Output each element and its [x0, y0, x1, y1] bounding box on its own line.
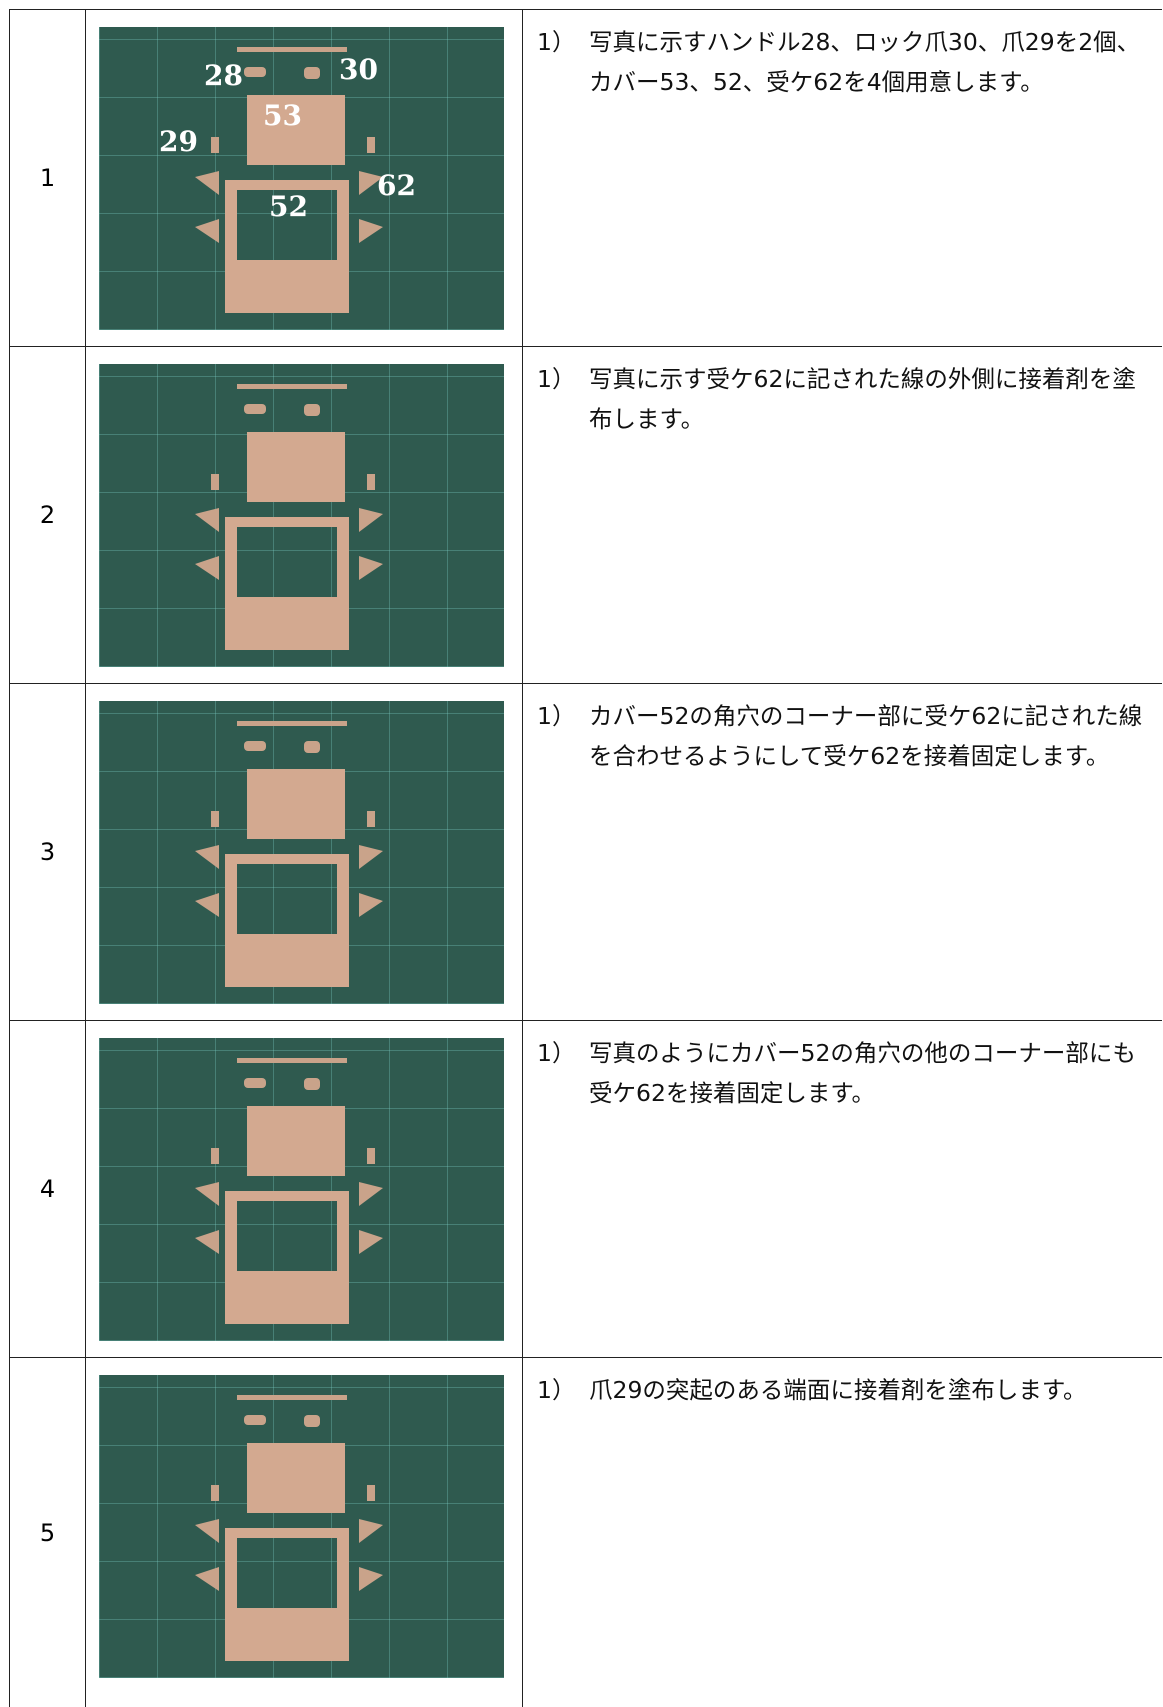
step-number: 2 — [9, 347, 86, 683]
item-marker: 1） — [537, 365, 576, 393]
photo: 28 30 53 29 62 52 — [99, 27, 504, 330]
step-number: 5 — [9, 1358, 86, 1707]
step-number: 1 — [9, 10, 86, 346]
photo — [99, 364, 504, 667]
photo-label: 62 — [377, 169, 416, 202]
instruction-cell: 1） 爪29の突起のある端面に接着剤を塗布します。 — [523, 1358, 1162, 1707]
photo — [99, 701, 504, 1004]
table-row: 1 28 30 53 29 62 52 1） 写真に示すハンドル28、ロック爪30、爪29を2… — [9, 9, 1162, 346]
item-text: 爪29の突起のある端面に接着剤を塗布します。 — [589, 1376, 1087, 1404]
photo-cell — [86, 347, 523, 683]
photo-label: 28 — [204, 59, 243, 92]
document-table: 1 28 30 53 29 62 52 1） 写真に示すハンドル28、ロック爪30、爪29を2… — [9, 9, 1162, 1707]
item-marker: 1） — [537, 1039, 576, 1067]
photo — [99, 1375, 504, 1678]
photo-cell — [86, 1021, 523, 1357]
photo-cell — [86, 684, 523, 1020]
photo-parts — [195, 721, 383, 987]
item-text: 写真に示す受ケ62に記された線の外側に接着剤を塗布します。 — [589, 365, 1136, 433]
photo — [99, 1038, 504, 1341]
table-row: 5 1） 爪29の突起のある端面に接着剤を塗布します。 — [9, 1357, 1162, 1707]
item-text: 写真に示すハンドル28、ロック爪30、爪29を2個、カバー53、52、受ケ62を… — [589, 28, 1141, 96]
instruction-item: 1） 爪29の突起のある端面に接着剤を塗布します。 — [537, 1370, 1156, 1410]
instruction-item: 1） 写真のようにカバー52の角穴の他のコーナー部にも受ケ62を接着固定します。 — [537, 1033, 1156, 1113]
item-text: 写真のようにカバー52の角穴の他のコーナー部にも受ケ62を接着固定します。 — [589, 1039, 1136, 1107]
photo-label: 52 — [269, 190, 308, 223]
instruction-cell: 1） 写真に示すハンドル28、ロック爪30、爪29を2個、カバー53、52、受ケ6… — [523, 10, 1162, 346]
item-text: カバー52の角穴のコーナー部に受ケ62に記された線を合わせるようにして受ケ62を… — [589, 702, 1143, 770]
photo-label: 29 — [159, 125, 198, 158]
item-marker: 1） — [537, 702, 576, 730]
photo-parts — [195, 1395, 383, 1661]
table-row: 3 1） カバー52の角穴のコーナー部に受ケ62に記された線を合わせるようにして受… — [9, 683, 1162, 1020]
photo-cell — [86, 1358, 523, 1707]
photo-label: 53 — [263, 99, 302, 132]
photo-parts — [195, 1058, 383, 1324]
table-row: 2 1） 写真に示す受ケ62に記された線の外側に接着剤を塗布します。 — [9, 346, 1162, 683]
instruction-item: 1） 写真に示す受ケ62に記された線の外側に接着剤を塗布します。 — [537, 359, 1156, 439]
photo-parts — [195, 47, 383, 313]
instruction-cell: 1） 写真のようにカバー52の角穴の他のコーナー部にも受ケ62を接着固定します。 — [523, 1021, 1162, 1357]
instruction-item: 1） カバー52の角穴のコーナー部に受ケ62に記された線を合わせるようにして受ケ6… — [537, 696, 1156, 776]
instruction-cell: 1） 写真に示す受ケ62に記された線の外側に接着剤を塗布します。 — [523, 347, 1162, 683]
photo-label: 30 — [339, 53, 378, 86]
instruction-cell: 1） カバー52の角穴のコーナー部に受ケ62に記された線を合わせるようにして受ケ6… — [523, 684, 1162, 1020]
step-number: 4 — [9, 1021, 86, 1357]
photo-parts — [195, 384, 383, 650]
photo-cell: 28 30 53 29 62 52 — [86, 10, 523, 346]
item-marker: 1） — [537, 1376, 576, 1404]
step-number: 3 — [9, 684, 86, 1020]
instruction-item: 1） 写真に示すハンドル28、ロック爪30、爪29を2個、カバー53、52、受ケ6… — [537, 22, 1156, 102]
item-marker: 1） — [537, 28, 576, 56]
table-row: 4 1） 写真のようにカバー52の角穴の他のコーナー部にも受ケ62を接着固定します… — [9, 1020, 1162, 1357]
